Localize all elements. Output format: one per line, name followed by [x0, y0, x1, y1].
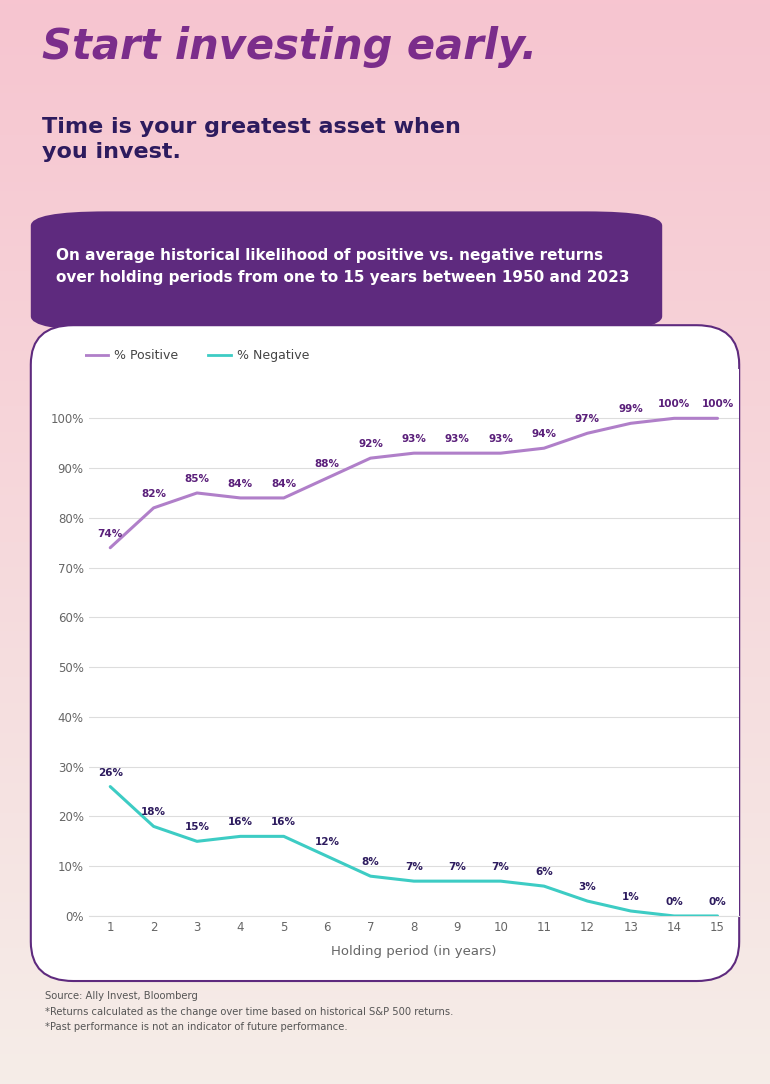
Text: 16%: 16%	[228, 817, 253, 827]
X-axis label: Holding period (in years): Holding period (in years)	[331, 945, 497, 958]
Text: 100%: 100%	[701, 399, 734, 410]
Text: Time is your greatest asset when
you invest.: Time is your greatest asset when you inv…	[42, 117, 461, 162]
Text: % Negative: % Negative	[237, 349, 309, 361]
Text: 1%: 1%	[622, 892, 640, 902]
Text: 7%: 7%	[448, 862, 466, 873]
Text: % Positive: % Positive	[114, 349, 178, 361]
Text: 7%: 7%	[405, 862, 423, 873]
Text: 82%: 82%	[141, 489, 166, 499]
Text: 26%: 26%	[98, 767, 122, 777]
Text: 92%: 92%	[358, 439, 383, 449]
FancyBboxPatch shape	[31, 211, 662, 331]
Text: 3%: 3%	[578, 882, 596, 892]
Text: 88%: 88%	[315, 460, 340, 469]
Text: 97%: 97%	[575, 414, 600, 424]
Text: 93%: 93%	[401, 435, 427, 444]
Text: 85%: 85%	[185, 474, 209, 485]
Text: 8%: 8%	[362, 857, 380, 867]
FancyBboxPatch shape	[31, 325, 739, 981]
Text: 0%: 0%	[708, 898, 726, 907]
Text: 7%: 7%	[492, 862, 510, 873]
Text: 6%: 6%	[535, 867, 553, 877]
Text: Source: Ally Invest, Bloomberg
*Returns calculated as the change over time based: Source: Ally Invest, Bloomberg *Returns …	[45, 991, 454, 1032]
Text: 84%: 84%	[228, 479, 253, 489]
Text: 93%: 93%	[445, 435, 470, 444]
Text: 12%: 12%	[315, 837, 340, 848]
Text: 0%: 0%	[665, 898, 683, 907]
Text: 100%: 100%	[658, 399, 690, 410]
Text: 18%: 18%	[141, 808, 166, 817]
Text: 74%: 74%	[98, 529, 123, 539]
Text: 84%: 84%	[271, 479, 296, 489]
Text: 94%: 94%	[531, 429, 557, 439]
Text: 16%: 16%	[271, 817, 296, 827]
Text: 99%: 99%	[618, 404, 643, 414]
Text: On average historical likelihood of positive vs. negative returns
over holding p: On average historical likelihood of posi…	[56, 248, 630, 284]
Text: 93%: 93%	[488, 435, 513, 444]
Text: Start investing early.: Start investing early.	[42, 26, 537, 68]
Text: 15%: 15%	[185, 823, 209, 833]
